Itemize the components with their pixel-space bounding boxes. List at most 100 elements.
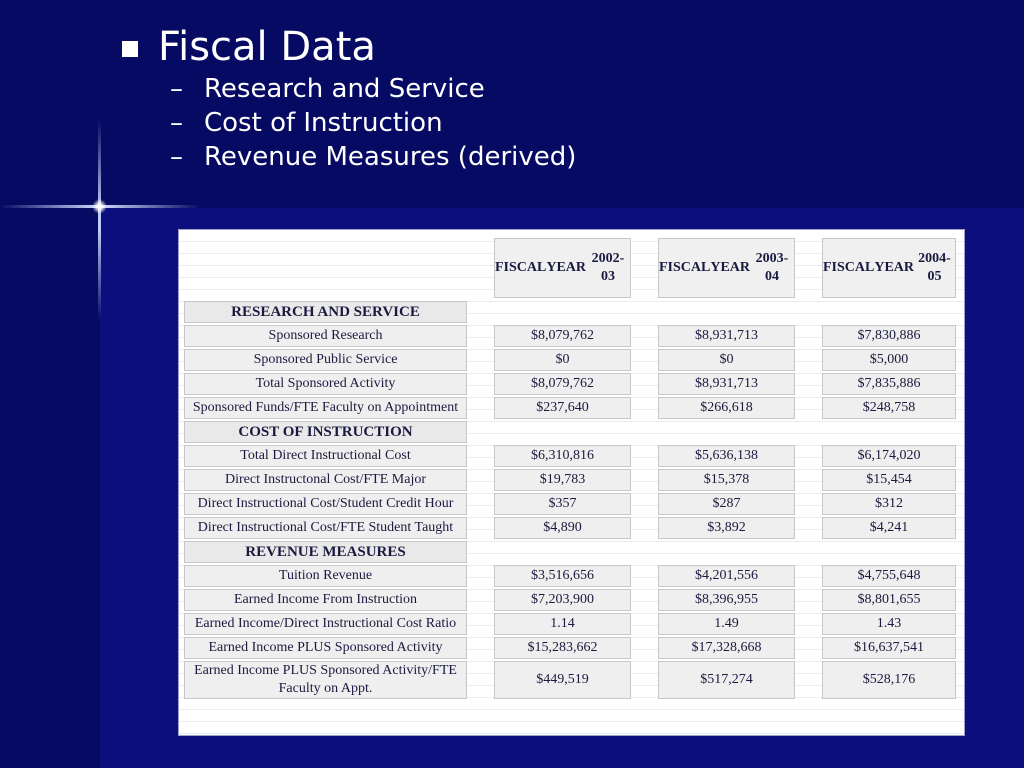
column-gap	[467, 325, 494, 349]
row-value: $6,174,020	[822, 445, 956, 467]
column-header: FISCAL YEAR 2002-03	[494, 238, 631, 298]
table-grid: FISCAL YEAR 2002-03 FISCAL YEAR 2003-04 FISCAL…	[184, 238, 956, 701]
column-gap	[467, 517, 494, 541]
row-label: Total Sponsored Activity	[184, 373, 467, 395]
dash-bullet-icon: –	[170, 108, 183, 138]
row-value: $15,454	[822, 469, 956, 491]
column-gap	[467, 238, 494, 301]
row-label: Sponsored Public Service	[184, 349, 467, 371]
row-value: $4,241	[822, 517, 956, 539]
column-header-line: YEAR	[710, 260, 751, 275]
row-label: Direct Instructional Cost/FTE Student Ta…	[184, 517, 467, 539]
row-value: $237,640	[494, 397, 631, 419]
column-gap	[795, 637, 822, 661]
column-gap	[795, 493, 822, 517]
column-gap	[631, 238, 658, 301]
row-label: Direct Instructional Cost/Student Credit…	[184, 493, 467, 515]
column-gap	[795, 349, 822, 373]
decorative-sparkle	[92, 199, 107, 214]
decorative-vertical-line	[98, 120, 101, 320]
fiscal-data-table: FISCAL YEAR 2002-03 FISCAL YEAR 2003-04 FISCAL…	[178, 229, 965, 736]
column-header: FISCAL YEAR 2004-05	[822, 238, 956, 298]
row-value: $7,835,886	[822, 373, 956, 395]
main-bullet: Fiscal Data	[122, 22, 576, 72]
row-label: Direct Instructonal Cost/FTE Major	[184, 469, 467, 491]
column-gap	[631, 469, 658, 493]
row-value: $0	[494, 349, 631, 371]
row-value: $5,000	[822, 349, 956, 371]
row-value: $312	[822, 493, 956, 515]
sub-bullet: – Revenue Measures (derived)	[170, 142, 577, 172]
row-value: $248,758	[822, 397, 956, 419]
row-value: $7,203,900	[494, 589, 631, 611]
column-gap	[631, 493, 658, 517]
column-gap	[631, 637, 658, 661]
column-gap	[795, 397, 822, 421]
column-gap	[467, 661, 494, 701]
column-gap	[631, 445, 658, 469]
section-title: REVENUE MEASURES	[184, 541, 467, 563]
row-value: $8,801,655	[822, 589, 956, 611]
row-value: $4,890	[494, 517, 631, 539]
row-value: $8,931,713	[658, 325, 795, 347]
column-gap	[467, 637, 494, 661]
row-value: $4,201,556	[658, 565, 795, 587]
row-value: $357	[494, 493, 631, 515]
column-header-line: FISCAL	[659, 260, 711, 275]
dash-bullet-icon: –	[170, 142, 183, 172]
column-gap	[795, 661, 822, 701]
row-value: $16,637,541	[822, 637, 956, 659]
row-value: $17,328,668	[658, 637, 795, 659]
section-title: COST OF INSTRUCTION	[184, 421, 467, 443]
column-gap	[795, 565, 822, 589]
column-header-line: YEAR	[874, 260, 915, 275]
row-value: $8,931,713	[658, 373, 795, 395]
column-header-line: FISCAL	[823, 260, 875, 275]
title-band	[0, 0, 1024, 208]
column-gap	[631, 373, 658, 397]
column-gap	[631, 325, 658, 349]
column-gap	[795, 238, 822, 301]
column-gap	[795, 445, 822, 469]
column-header-line: FISCAL	[495, 260, 547, 275]
row-label: Tuition Revenue	[184, 565, 467, 587]
column-gap	[467, 397, 494, 421]
row-value: $5,636,138	[658, 445, 795, 467]
row-value: $517,274	[658, 661, 795, 699]
row-value: 1.14	[494, 613, 631, 635]
row-value: $287	[658, 493, 795, 515]
column-gap	[467, 565, 494, 589]
column-gap	[631, 517, 658, 541]
row-label: Total Direct Instructional Cost	[184, 445, 467, 467]
row-value: $15,283,662	[494, 637, 631, 659]
column-header-line: YEAR	[546, 260, 587, 275]
row-value: $7,830,886	[822, 325, 956, 347]
section-spacer	[467, 541, 956, 565]
column-gap	[467, 493, 494, 517]
column-gap	[795, 589, 822, 613]
row-label: Sponsored Funds/FTE Faculty on Appointme…	[184, 397, 467, 419]
section-spacer	[467, 301, 956, 325]
column-gap	[631, 397, 658, 421]
column-gap	[631, 661, 658, 701]
column-gap	[795, 469, 822, 493]
column-gap	[795, 517, 822, 541]
row-value: $8,079,762	[494, 325, 631, 347]
row-value: 1.49	[658, 613, 795, 635]
row-value: $528,176	[822, 661, 956, 699]
left-band	[0, 208, 100, 768]
sub-bullet: – Cost of Instruction	[170, 108, 443, 138]
column-header-line: 2003-04	[755, 251, 789, 284]
slide-bullets: Fiscal Data – Research and Service – Cost …	[122, 22, 576, 174]
row-label: Sponsored Research	[184, 325, 467, 347]
sub-bullet-list: – Research and Service – Cost of Instructi…	[170, 72, 576, 174]
row-value: $4,755,648	[822, 565, 956, 587]
row-label: Earned Income/Direct Instructional Cost …	[184, 613, 467, 635]
row-label: Earned Income PLUS Sponsored Activity	[184, 637, 467, 659]
column-gap	[631, 349, 658, 373]
row-value: $266,618	[658, 397, 795, 419]
section-title: RESEARCH AND SERVICE	[184, 301, 467, 323]
column-gap	[467, 445, 494, 469]
column-header-line: 2002-03	[591, 251, 625, 284]
column-gap	[795, 325, 822, 349]
